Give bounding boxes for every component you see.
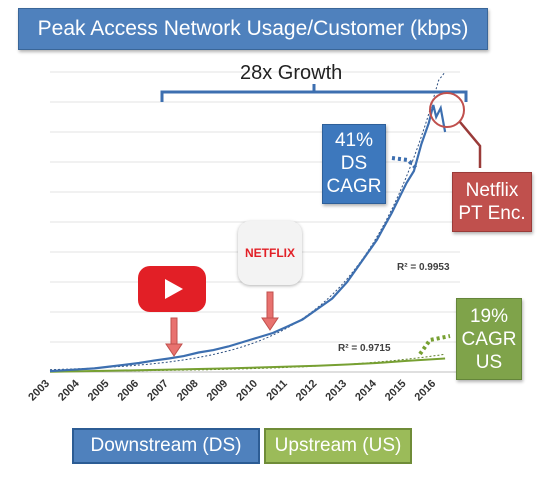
ds-series-line [49,104,447,373]
x-tick-label: 2004 [56,377,82,403]
chart-title: Peak Access Network Usage/Customer (kbps… [18,8,488,50]
netflix-pt-callout: Netflix PT Enc. [452,172,532,232]
netflix-logo-text: NETFLIX [245,246,295,260]
x-tick-label: 2003 [26,378,52,404]
x-tick-label: 2007 [145,378,171,404]
grid-lines [50,71,460,343]
x-tick-label: 2013 [323,378,349,404]
x-tick-label: 2012 [294,378,320,404]
peak-circle [429,92,465,128]
x-tick-label: 2005 [86,378,112,404]
ds-cagr-line-2: DS [340,153,368,174]
youtube-icon [138,266,206,312]
netflix-pt-line-1: Netflix [465,180,519,201]
play-icon [165,279,183,299]
us-cagr-pointer [418,334,451,356]
ds-cagr-line-1: 41% [334,130,374,151]
netflix-pt-line-2: PT Enc. [458,203,526,224]
ds-r2-label: R² = 0.9953 [397,262,450,273]
netflix-pt-connector [459,121,482,168]
x-tick-label: 2016 [413,378,439,404]
x-tick-label: 2006 [115,378,141,404]
netflix-icon: NETFLIX [238,221,302,285]
netflix-arrow [261,291,279,331]
us-cagr-callout: 19% CAGR US [456,298,522,380]
us-cagr-line-2: CAGR [461,329,517,350]
us-r2-label: R² = 0.9715 [338,343,391,354]
ds-cagr-pointer [391,156,418,170]
x-tick-label: 2010 [234,378,260,404]
legend-downstream: Downstream (DS) [72,428,260,464]
x-tick-label: 2008 [175,378,201,404]
us-series-line [49,357,446,373]
growth-annotation: 28x Growth [240,62,343,84]
growth-bracket [160,84,468,102]
x-tick-labels: 2003 2004 2005 2006 2007 2008 2009 2010 2011 2012… [26,377,438,403]
youtube-arrow [165,317,183,357]
x-tick-label: 2009 [205,378,231,404]
ds-cagr-callout: 41% DS CAGR [322,124,386,204]
us-cagr-line-3: US [475,352,503,373]
us-cagr-line-1: 19% [469,306,509,327]
x-tick-label: 2014 [353,377,379,403]
x-tick-label: 2011 [264,378,289,403]
x-tick-label: 2015 [383,378,409,404]
ds-cagr-line-3: CAGR [326,176,382,197]
legend-upstream: Upstream (US) [264,428,412,464]
